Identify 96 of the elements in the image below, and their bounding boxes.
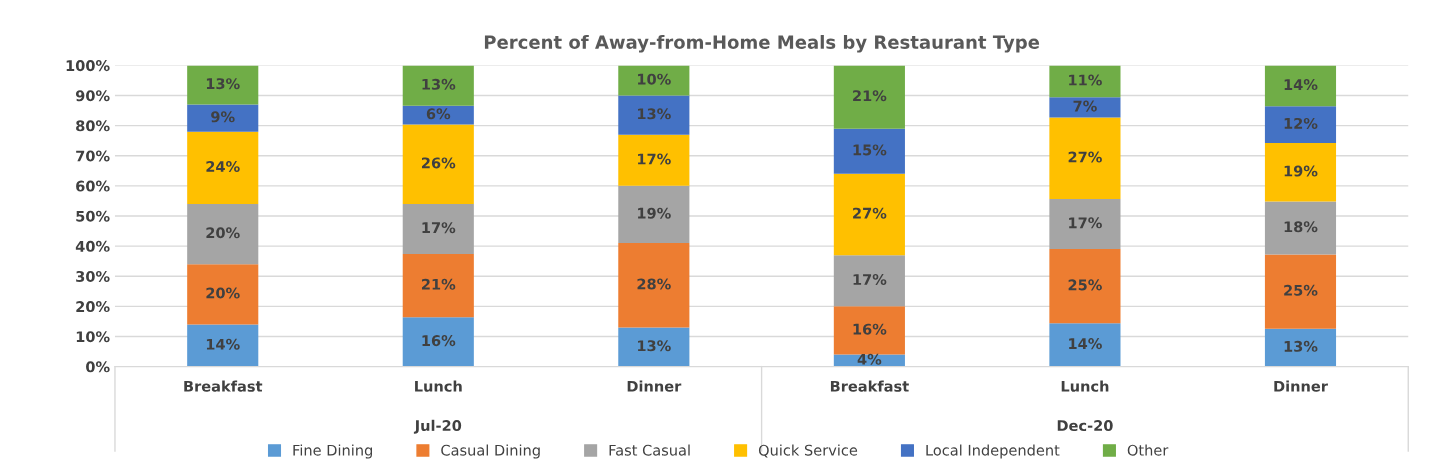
data-label: 17% [853,273,887,285]
data-label: 13% [638,108,671,120]
legend-label: Other [1127,444,1169,456]
data-label: 21% [853,90,887,102]
data-label: 14% [1069,338,1102,350]
y-tick-label: 40% [75,240,110,252]
bar [1049,323,1121,367]
x-tick-label: Lunch [1061,380,1109,392]
bar [833,306,905,355]
x-tick-label: Dinner [1274,380,1328,392]
bar [833,173,905,256]
data-label: 18% [1284,221,1318,233]
bar [1049,117,1121,200]
data-label: 17% [638,153,671,165]
bar [1264,254,1337,329]
data-label: 20% [206,227,240,239]
x-tick-label: Lunch [415,380,462,392]
data-label: 19% [638,207,671,219]
data-label: 25% [1284,284,1318,296]
data-label: 17% [422,222,456,234]
y-tick-label: 10% [76,331,110,343]
bar [618,243,690,328]
bar [1049,249,1121,324]
y-tick-label: 60% [76,180,110,192]
data-label: 19% [1284,165,1318,177]
data-label: 14% [1284,79,1318,91]
data-label: 28% [637,278,671,290]
data-label: 9% [211,111,235,123]
data-label: 12% [1284,117,1318,129]
legend-label: Quick Service [758,444,858,458]
legend-label: Fine Dining [293,444,372,459]
bar [402,317,474,367]
data-label: 10% [638,73,671,85]
y-tick-label: 50% [76,210,110,222]
bar [402,65,474,106]
data-label: 13% [206,78,240,90]
data-label: 21% [421,278,456,290]
data-label: 7% [1073,100,1097,112]
bar [1264,143,1337,202]
bar [618,327,690,367]
data-label: 6% [426,108,451,120]
y-tick-label: 90% [75,90,110,102]
y-tick-label: 100% [66,60,110,72]
data-label: 17% [1069,217,1102,229]
bar [1049,65,1121,98]
bar [1264,201,1337,255]
x-tick-label: Breakfast [830,380,909,392]
y-tick-label: 80% [76,120,110,132]
data-label: 11% [1069,74,1102,86]
data-label: 25% [1068,279,1102,291]
bar [1049,199,1121,250]
data-label: 16% [853,323,887,335]
y-tick-label: 20% [76,301,110,313]
bar [187,131,259,204]
chart-title: Percent of Away-from-Home Meals by Restaurant Type [484,34,1040,53]
data-label: 13% [638,340,671,352]
legend-label: Fast Casual [609,444,690,456]
data-label: 16% [422,335,456,347]
text: Dec-20 [1057,420,1113,432]
data-label: 27% [853,207,887,219]
y-tick-label: 30% [76,270,110,282]
data-label: 26% [421,157,456,169]
x-tick-label: Dinner [627,380,682,392]
data-label: 4% [857,353,882,365]
bar [187,104,259,132]
y-tick-label: 70% [76,150,110,162]
y-tick-label: 0% [86,361,110,373]
data-label: 13% [422,78,456,90]
data-label: 24% [206,160,240,173]
bar [833,255,905,307]
bar [1264,65,1337,107]
bar [1049,97,1121,118]
bar [402,253,474,318]
bar [1264,328,1337,367]
bar [402,203,474,254]
data-label: 14% [206,338,240,350]
bar [187,203,259,265]
data-label: 15% [853,144,887,156]
bar [187,264,259,325]
x-tick-label: Breakfast [184,380,263,392]
bar [187,324,259,367]
data-label: 20% [206,287,240,299]
bar [618,95,690,135]
bar [187,65,259,105]
bar [1264,106,1337,144]
legend-label: Local Independent [926,444,1060,459]
bar [618,134,690,186]
data-label: 13% [1284,340,1318,352]
bar [618,185,690,244]
bar [833,128,905,174]
text: Jul-20 [413,419,462,434]
bar [618,65,690,96]
data-label: 27% [1068,151,1102,163]
legend-label: Casual Dining [441,444,540,459]
bar [402,124,474,204]
bar [833,65,905,129]
